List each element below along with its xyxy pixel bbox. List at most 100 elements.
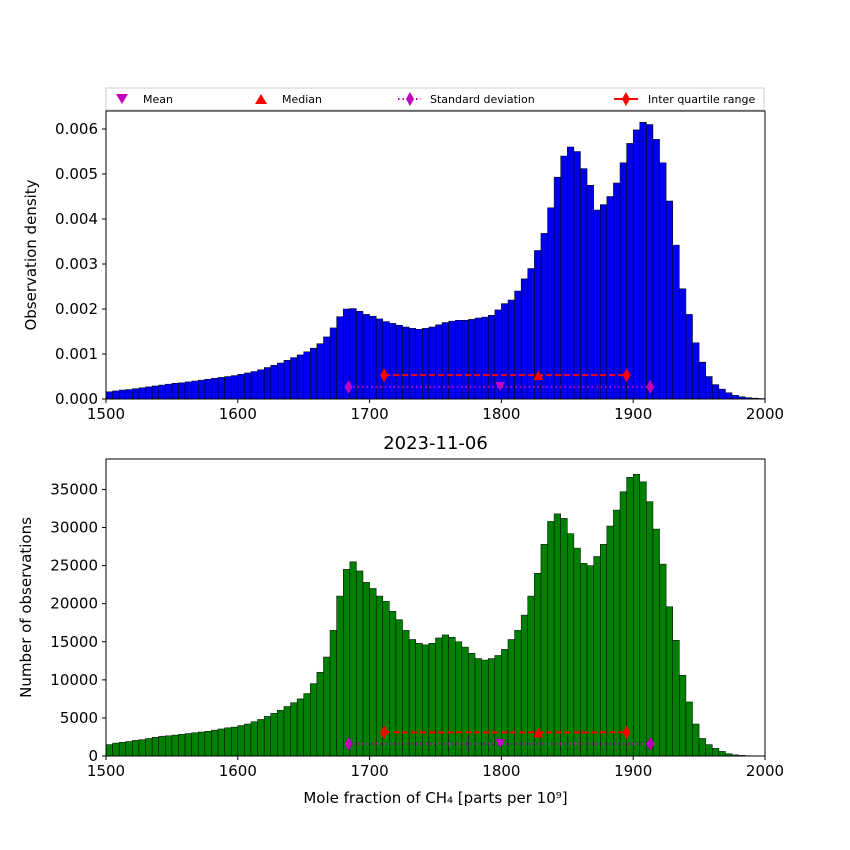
count-histogram-bar — [112, 742, 120, 757]
count-histogram-bar — [316, 671, 324, 757]
count-histogram-bar — [567, 533, 575, 757]
count-histogram-bar — [580, 563, 588, 757]
density-histogram-bar — [237, 374, 245, 400]
density-histogram-bar — [198, 379, 206, 400]
density-histogram-bar — [204, 378, 212, 400]
density-histogram-bar — [132, 388, 140, 400]
count-histogram-bar — [573, 547, 581, 757]
density-histogram-bar — [224, 376, 232, 400]
count-y-tick-label: 10000 — [50, 671, 98, 689]
density-histogram-bar — [356, 311, 364, 400]
density-histogram-bar — [211, 378, 219, 400]
count-histogram-bar — [408, 639, 416, 757]
density-histogram-bar — [593, 209, 601, 400]
count-histogram-bar — [593, 556, 601, 757]
density-histogram-bar — [171, 383, 179, 400]
density-histogram-bar — [679, 288, 687, 400]
count-histogram-bar — [323, 656, 331, 757]
density-y-tick-label: 0.006 — [55, 120, 98, 138]
density-x-ticks: 1500 1600 1700 1800 1900 2000 — [87, 399, 784, 423]
count-histogram-bar — [138, 739, 146, 757]
density-histogram-bar — [646, 124, 654, 400]
count-y-tick-label: 30000 — [50, 519, 98, 537]
x-axis-label: Mole fraction of CH₄ [parts per 10⁹] — [303, 789, 567, 807]
legend-median-label: Median — [282, 93, 322, 106]
density-median-marker — [533, 370, 544, 381]
count-bars — [105, 473, 766, 757]
count-histogram-bar — [692, 723, 700, 757]
density-histogram-bar — [329, 327, 337, 400]
count-histogram-bar — [230, 726, 239, 757]
count-histogram-bar — [474, 658, 482, 757]
chart-title: 2023-11-06 — [383, 433, 488, 454]
count-histogram-bar — [389, 611, 397, 757]
density-histogram-bar — [138, 387, 146, 400]
density-histogram-bar — [323, 336, 331, 400]
count-histogram-bar — [165, 735, 173, 757]
count-histogram-bar — [468, 652, 476, 757]
density-histogram-bar — [718, 388, 726, 400]
count-histogram-bar — [244, 723, 252, 757]
density-histogram-bar — [560, 155, 568, 400]
density-histogram-bar — [336, 316, 344, 400]
density-std-marker — [344, 379, 353, 394]
density-histogram-bar — [217, 377, 225, 400]
count-histogram-bar — [151, 737, 159, 757]
density-iqr-marker — [622, 368, 631, 383]
count-histogram-bar — [329, 630, 337, 757]
count-y-axis-label: Number of observations — [17, 517, 35, 698]
count-histogram-bar — [237, 725, 245, 757]
density-histogram-bar — [402, 326, 410, 400]
count-x-tick-label: 1900 — [614, 762, 652, 780]
density-histogram-bar — [257, 369, 265, 400]
density-histogram-bar — [422, 328, 430, 400]
density-histogram-bar — [567, 146, 575, 400]
count-x-ticks: 1500 1600 1700 1800 1900 2000 — [87, 756, 784, 780]
count-histogram-bar — [646, 501, 654, 757]
count-y-ticks: 0 5000 10000 15000 20000 25000 30000 35000 — [50, 480, 106, 765]
density-histogram-bar — [514, 290, 522, 400]
count-histogram-bar — [534, 572, 542, 757]
count-histogram-bar — [356, 570, 364, 757]
density-std-marker — [646, 379, 655, 394]
density-histogram-bar — [310, 347, 318, 400]
count-histogram-bar — [204, 731, 212, 757]
count-histogram-bar — [507, 639, 515, 757]
density-statistics-markers — [344, 368, 655, 394]
density-histogram-bar — [290, 357, 298, 400]
density-y-tick-label: 0.003 — [55, 255, 98, 273]
count-histogram-bar — [712, 748, 720, 757]
count-histogram-bar — [283, 706, 291, 757]
density-histogram-bar — [468, 319, 476, 400]
count-histogram-bar — [402, 630, 410, 757]
count-histogram-bar — [395, 619, 403, 757]
density-histogram-bar — [105, 391, 113, 400]
density-x-tick-label: 1800 — [482, 405, 520, 423]
count-histogram-bar — [277, 710, 285, 757]
density-histogram-bar — [283, 360, 291, 400]
count-histogram-bar — [296, 698, 304, 757]
count-histogram-bar — [211, 729, 219, 757]
legend-iqr-label: Inter quartile range — [648, 93, 755, 106]
legend-mean-label: Mean — [143, 93, 173, 106]
density-y-tick-label: 0.004 — [55, 210, 98, 228]
density-histogram-bar — [712, 384, 720, 400]
count-histogram-bar — [105, 744, 113, 757]
count-histogram-bar — [263, 716, 272, 757]
density-histogram-bar — [586, 185, 594, 400]
count-histogram-bar — [487, 658, 496, 757]
legend-median-item: Median — [255, 93, 322, 106]
density-histogram-bar — [151, 385, 159, 400]
count-histogram-bar — [290, 702, 298, 757]
density-histogram-bar — [725, 392, 733, 400]
density-histogram-bar — [613, 182, 621, 400]
density-histogram-bar — [626, 143, 634, 400]
density-y-tick-label: 0.002 — [55, 300, 98, 318]
count-histogram-bar — [435, 637, 443, 757]
count-histogram-bar — [257, 719, 265, 757]
density-histogram-bar — [415, 329, 423, 400]
count-histogram-bar — [540, 544, 548, 757]
count-histogram-bar — [547, 521, 555, 757]
density-histogram-bar — [606, 196, 614, 400]
count-histogram-bar — [369, 588, 377, 757]
